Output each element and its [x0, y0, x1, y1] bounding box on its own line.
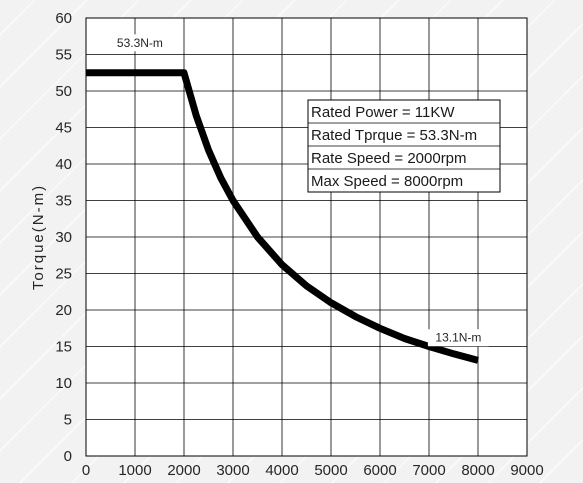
y-tick-label: 30	[55, 229, 72, 246]
y-tick-label: 20	[55, 302, 72, 319]
x-tick-labels: 0 1000 2000 3000 4000 5000 6000 7000 8000 9000	[82, 462, 544, 479]
hatch-line	[0, 0, 88, 88]
x-tick-label: 6000	[363, 462, 396, 479]
info-box-line: Rated Tprque = 53.3N-m	[311, 127, 477, 144]
y-tick-label: 15	[55, 339, 72, 356]
annotation-label: 53.3N-m	[117, 36, 163, 50]
y-axis-label: Torque(N-m)	[30, 184, 47, 290]
y-tick-label: 55	[55, 47, 72, 64]
annotation-bg	[427, 329, 489, 347]
y-tick-label: 5	[64, 412, 72, 429]
plot-border	[85, 17, 528, 457]
x-tick-label: 9000	[510, 462, 543, 479]
torque-curve	[86, 69, 479, 364]
y-tick-labels: 0 5 10 15 20 25 30 35 40 45 50 55 60	[55, 10, 72, 465]
series	[86, 69, 479, 364]
x-tick-label: 5000	[314, 462, 347, 479]
y-tick-label: 40	[55, 156, 72, 173]
annotations: 53.3N-m 13.1N-m	[109, 34, 489, 347]
y-tick-label: 60	[55, 10, 72, 27]
annotation-bg	[109, 34, 171, 52]
x-tick-label: 3000	[216, 462, 249, 479]
hatch-line	[0, 0, 140, 140]
x-tick-label: 1000	[118, 462, 151, 479]
info-box-line: Max Speed = 8000rpm	[311, 173, 463, 190]
x-tick-label: 0	[82, 462, 90, 479]
hatch-line	[487, 387, 583, 483]
hatch-line	[539, 439, 583, 483]
x-tick-label: 7000	[412, 462, 445, 479]
y-tick-label: 45	[55, 120, 72, 137]
annotation-label: 13.1N-m	[435, 331, 481, 345]
y-tick-label: 50	[55, 83, 72, 100]
y-tick-label: 25	[55, 266, 72, 283]
y-tick-label: 10	[55, 375, 72, 392]
y-tick-label: 35	[55, 193, 72, 210]
x-tick-label: 2000	[167, 462, 200, 479]
info-box-line: Rate Speed = 2000rpm	[311, 150, 467, 167]
info-box-line: Rated Power = 11KW	[311, 104, 455, 121]
x-tick-label: 4000	[265, 462, 298, 479]
x-tick-label: 8000	[461, 462, 494, 479]
y-tick-label: 0	[64, 448, 72, 465]
info-box: Rated Power = 11KW Rated Tprque = 53.3N-m…	[307, 99, 501, 193]
